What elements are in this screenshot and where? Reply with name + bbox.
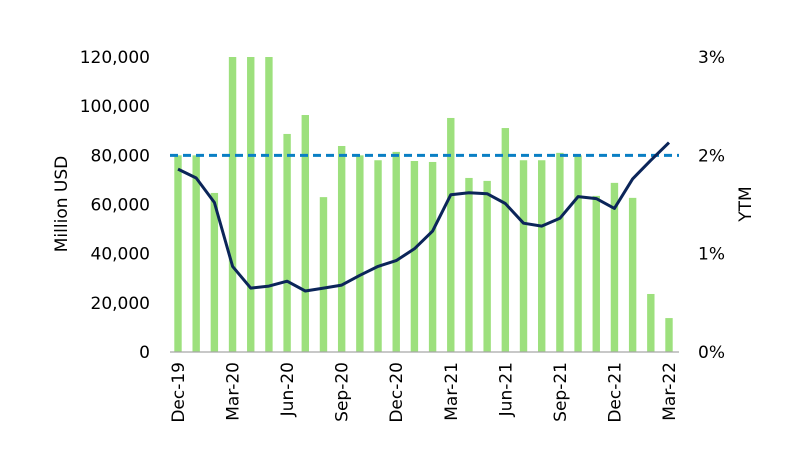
y-tick-label: 80,000	[91, 146, 150, 166]
bar-Nov-21	[592, 195, 600, 352]
bar-Aug-20	[319, 197, 328, 352]
bar-Feb-22	[647, 293, 655, 352]
y-axis-label: Million USD	[52, 156, 72, 252]
y2-tick-label: 3%	[698, 48, 725, 68]
bar-Apr-21	[465, 177, 473, 352]
y-tick-label: 40,000	[91, 245, 150, 265]
x-tick-label: Jun-21	[496, 362, 516, 417]
bar-Aug-21	[538, 160, 546, 352]
x-tick-label: Sep-20	[333, 362, 353, 422]
y-tick-label: 60,000	[91, 196, 150, 216]
ytm-line	[177, 141, 671, 293]
y-tick-label: 20,000	[91, 294, 150, 314]
bar-Jun-21	[501, 128, 510, 352]
bar-Sep-20	[337, 145, 346, 352]
ytm-series	[177, 141, 671, 293]
y2-tick-label: 0%	[698, 343, 725, 363]
y2-tick-label: 2%	[698, 146, 725, 166]
y-tick-label: 0	[139, 343, 150, 363]
bar-Jan-21	[410, 160, 419, 352]
x-tick-label: Mar-20	[224, 362, 244, 421]
x-tick-label: Mar-22	[660, 362, 680, 421]
bar-Jul-21	[519, 160, 528, 352]
x-tick-label: Mar-21	[442, 362, 462, 421]
y-axis-ticks: 0 20,000 40,000 60,000 80,000 100,000 120,000	[80, 48, 150, 363]
bar-May-20	[265, 57, 273, 352]
y2-axis-label: YTM	[736, 186, 756, 222]
x-tick-label: Dec-21	[605, 362, 625, 423]
bar-Mar-21	[447, 117, 455, 352]
bar-Jul-20	[301, 115, 309, 353]
y2-axis-ticks: 0% 1% 2% 3%	[698, 48, 725, 363]
bar-May-21	[483, 180, 491, 352]
x-tick-label: Dec-19	[169, 362, 189, 423]
bar-Jun-20	[283, 133, 291, 352]
bar-Dec-19	[174, 155, 182, 352]
bar-Nov-20	[374, 160, 382, 352]
y-tick-label: 120,000	[80, 48, 150, 68]
bar-Oct-21	[574, 155, 582, 352]
x-tick-label: Sep-21	[551, 362, 571, 422]
bar-Jan-20	[192, 155, 200, 352]
bar-Feb-20	[210, 192, 219, 352]
x-tick-label: Dec-20	[387, 362, 407, 423]
bar-Oct-20	[356, 155, 364, 352]
y-tick-label: 100,000	[80, 97, 150, 117]
bar-Sep-21	[556, 152, 564, 352]
x-tick-label: Jun-20	[278, 362, 298, 417]
bar-Dec-21	[610, 182, 619, 352]
bar-Mar-20	[228, 57, 237, 352]
bar-Apr-20	[247, 57, 255, 352]
bar-Jan-22	[628, 197, 637, 352]
bar-Feb-21	[428, 161, 437, 352]
bar-Mar-22	[665, 318, 673, 352]
bar-Dec-20	[392, 151, 400, 352]
bar-series	[174, 57, 673, 353]
x-axis-ticks: Dec-19 Mar-20 Jun-20 Sep-20 Dec-20 Mar-21 Jun-…	[169, 362, 680, 423]
y2-tick-label: 1%	[698, 245, 725, 265]
